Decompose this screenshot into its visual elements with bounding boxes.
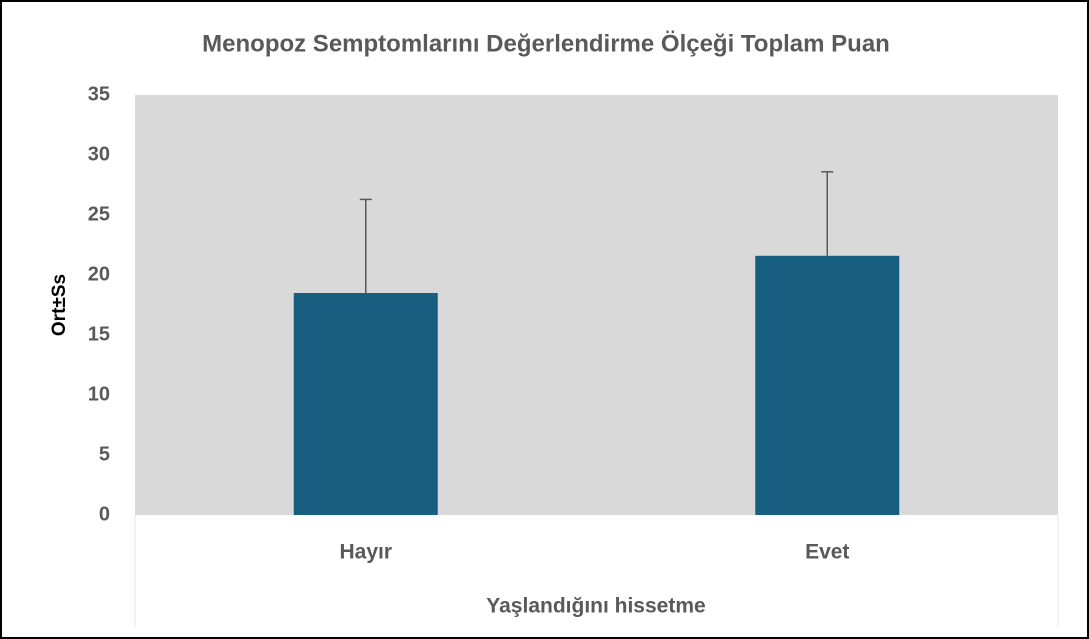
x-tick-label: Hayır <box>339 541 392 564</box>
x-tick-label: Evet <box>805 541 849 564</box>
y-tick-label: 10 <box>88 383 110 405</box>
bar <box>755 255 900 516</box>
y-tick-label: 15 <box>88 323 110 345</box>
y-tick-label: 30 <box>88 143 110 165</box>
y-tick-label: 20 <box>88 263 110 285</box>
bar <box>293 293 438 515</box>
y-axis-title: Ort±Ss <box>49 274 70 336</box>
y-tick-label: 25 <box>88 203 110 225</box>
y-tick-label: 35 <box>88 83 110 105</box>
y-tick-label: 5 <box>99 443 110 465</box>
y-tick-label: 0 <box>99 503 110 525</box>
plot-area <box>135 95 1058 515</box>
chart-title: Menopoz Semptomlarını Değerlendirme Ölçe… <box>202 30 890 57</box>
x-axis-title: Yaşlandığını hissetme <box>486 595 705 618</box>
